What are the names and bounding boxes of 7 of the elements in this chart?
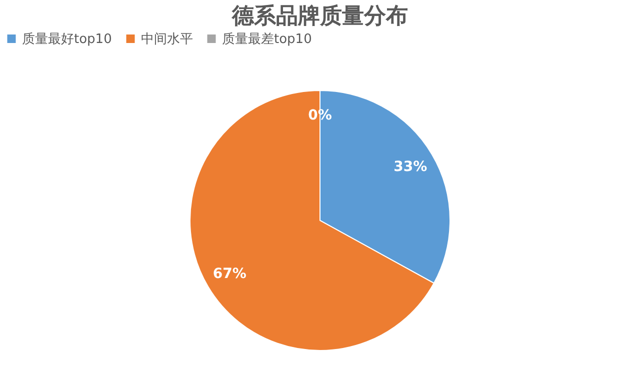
legend-label: 中间水平 [141, 32, 193, 47]
chart-title: 德系品牌质量分布 [231, 4, 408, 29]
data-label: 33% [394, 159, 428, 176]
legend-label: 质量最好top10 [22, 32, 112, 47]
data-label: 67% [212, 266, 246, 282]
text: 0% [308, 108, 332, 124]
legend-label: 质量最差top10 [222, 32, 312, 47]
